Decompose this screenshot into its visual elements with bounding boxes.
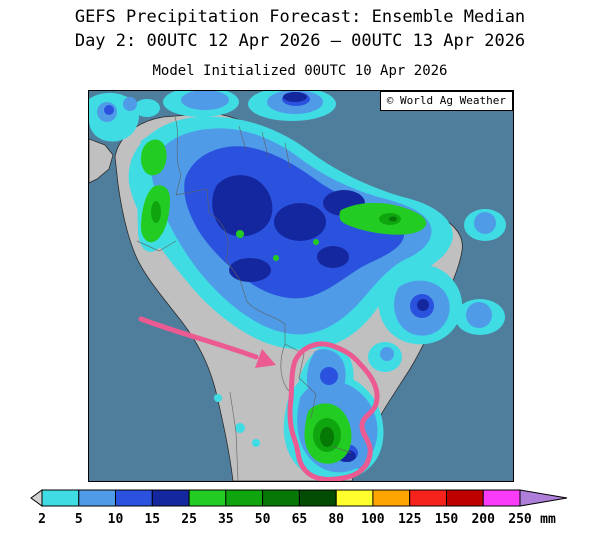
legend-tick-label: 125: [398, 512, 421, 527]
legend-tick-label: 200: [471, 512, 495, 527]
legend-segment: [446, 489, 484, 507]
legend-colorbar: 2 5 10 15 25 35 50 65 80 100 125 150 200 250 mm: [30, 489, 568, 527]
arrowhead: [255, 349, 276, 368]
legend-tick-label: 250: [508, 512, 532, 527]
country-borders: [136, 116, 352, 481]
legend-segment: [225, 489, 264, 507]
legend-tick-label: 80: [328, 512, 344, 527]
precip-green-layer: [141, 139, 427, 464]
forecast-map: © World Ag Weather: [88, 90, 514, 482]
annotation-outline: [287, 341, 380, 481]
legend-segment: [262, 489, 300, 507]
legend-tick-label: 25: [181, 512, 197, 527]
legend-segment: [41, 489, 80, 507]
legend-tick-label: 100: [361, 512, 385, 527]
legend-tick-label: 5: [75, 512, 83, 527]
legend-segment: [335, 489, 374, 507]
model-init-line: Model Initialized 00UTC 10 Apr 2026: [152, 63, 448, 79]
legend-units: mm: [540, 512, 556, 527]
legend-segment: [409, 489, 448, 507]
legend-segment: [188, 489, 227, 507]
legend-tick-label: 10: [108, 512, 124, 527]
precip-heavy-layer: [104, 92, 434, 462]
legend-above-max-arrow: [519, 489, 568, 507]
legend-tick-label: 35: [218, 512, 234, 527]
annotation-arrow: [138, 316, 276, 368]
legend-tick-label: 15: [144, 512, 160, 527]
legend-tick-label: 150: [435, 512, 459, 527]
forecast-period: Day 2: 00UTC 12 Apr 2026 — 00UTC 13 Apr …: [74, 31, 526, 51]
legend-segment: [482, 489, 521, 507]
legend-segment: [151, 489, 190, 507]
central-america-sliver: [89, 138, 114, 184]
legend-tick-label: 2: [38, 512, 46, 527]
legend-segment: [298, 489, 337, 507]
map-canvas: [89, 91, 513, 481]
legend-below-min-arrow: [30, 489, 43, 507]
legend-segment: [372, 489, 411, 507]
legend-tick-label: 65: [292, 512, 308, 527]
credit-badge: © World Ag Weather: [379, 91, 513, 111]
legend-segment: [78, 489, 117, 507]
legend-segment: [115, 489, 153, 507]
page-title: GEFS Precipitation Forecast: Ensemble Me…: [74, 7, 526, 27]
legend-tick-label: 50: [255, 512, 271, 527]
